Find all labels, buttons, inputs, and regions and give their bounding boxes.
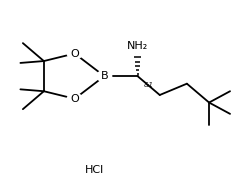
Text: O: O bbox=[70, 48, 79, 59]
Circle shape bbox=[67, 93, 82, 104]
Circle shape bbox=[128, 40, 147, 54]
Circle shape bbox=[97, 70, 112, 82]
Text: NH₂: NH₂ bbox=[127, 41, 148, 51]
Text: HCl: HCl bbox=[85, 165, 104, 175]
Text: &1: &1 bbox=[143, 82, 153, 88]
Text: O: O bbox=[70, 94, 79, 104]
Text: B: B bbox=[100, 71, 108, 81]
Circle shape bbox=[67, 48, 82, 59]
